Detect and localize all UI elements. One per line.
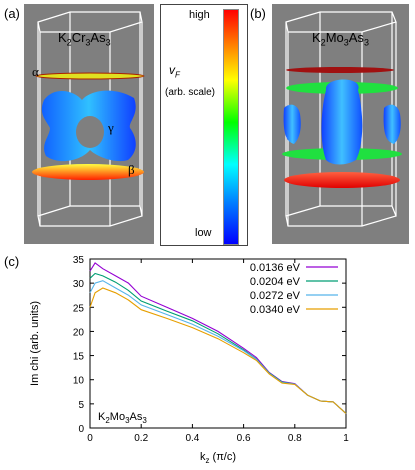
colorbar-quantity: vF — [169, 63, 180, 80]
legend-label-4: 0.0340 eV — [250, 304, 301, 316]
y-tick-label: 30 — [73, 279, 85, 290]
panel-c-letter: (c) — [4, 254, 20, 269]
colorbar-scale-note: (arb. scale) — [165, 87, 216, 98]
panel-b-letter: (b) — [250, 6, 266, 21]
x-tick-label: 0 — [87, 433, 93, 444]
y-tick-label: 0 — [78, 424, 84, 435]
legend-label-2: 0.0204 eV — [250, 276, 301, 288]
material-label-a: K2Cr3As3 — [58, 30, 111, 48]
colorbar: high low vF (arb. scale) — [160, 4, 248, 246]
gamma-label: γ — [108, 120, 114, 135]
y-tick-label: 20 — [73, 327, 85, 338]
colorbar-gradient — [223, 9, 239, 245]
series-line-4 — [89, 287, 347, 414]
x-tick-label: 0.4 — [185, 433, 199, 444]
beta-label: β — [128, 162, 135, 177]
material-annotation: K2Mo3As3 — [98, 411, 147, 425]
colorbar-low-label: low — [195, 227, 212, 239]
plot-frame — [89, 258, 347, 429]
y-axis-label: Im chi (arb. units) — [29, 301, 41, 386]
panel-a-letter: (a) — [4, 6, 20, 21]
y-tick-label: 35 — [73, 255, 85, 266]
material-label-b: K2Mo3As3 — [312, 30, 369, 48]
legend-label-3: 0.0272 eV — [250, 290, 301, 302]
fermi-surface-b: K2Mo3As3 — [272, 4, 409, 244]
legend-label-1: 0.0136 eV — [250, 262, 301, 274]
y-tick-label: 10 — [73, 376, 85, 387]
fermi-surface-a: K2Cr3As3 α γ β — [24, 4, 154, 244]
y-tick-label: 15 — [73, 352, 85, 363]
x-axis-label: kz (π/c) — [200, 451, 236, 465]
x-tick-label: 1 — [343, 433, 349, 444]
fermi-surface-b-image — [282, 11, 402, 227]
alpha-label: α — [32, 64, 39, 79]
y-tick-label: 25 — [73, 303, 85, 314]
fermi-surface-a-image — [32, 11, 145, 227]
x-tick-label: 0.8 — [288, 433, 302, 444]
colorbar-high-label: high — [189, 9, 210, 21]
x-tick-label: 0.2 — [134, 433, 148, 444]
x-tick-label: 0.6 — [237, 433, 251, 444]
y-tick-label: 5 — [78, 400, 84, 411]
